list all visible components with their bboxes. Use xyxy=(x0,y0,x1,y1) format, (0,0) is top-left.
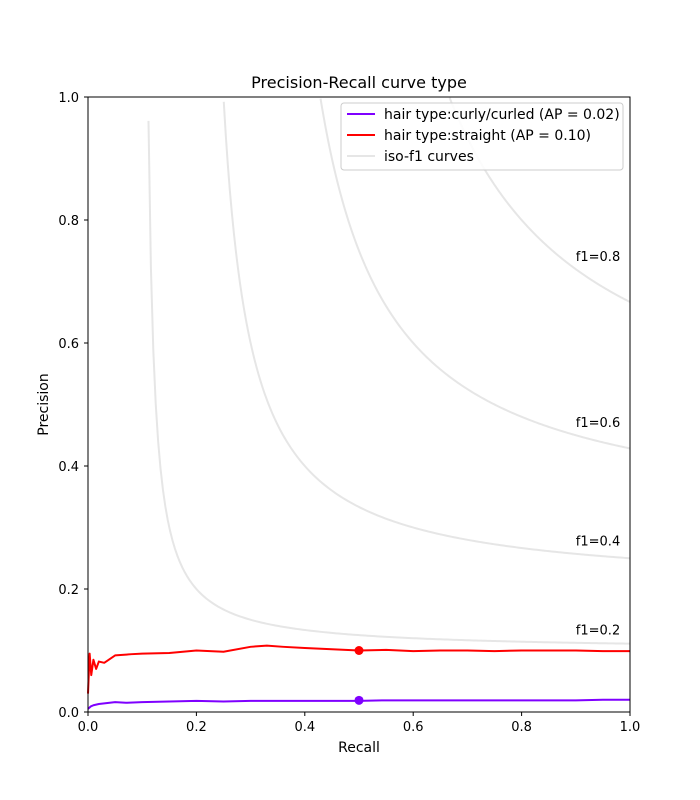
legend: hair type:curly/curled (AP = 0.02) hair t… xyxy=(340,102,624,171)
iso-f1-labels: f1=0.2 f1=0.4 f1=0.6 f1=0.8 xyxy=(576,250,620,639)
y-tick-label: 0.4 xyxy=(58,460,79,475)
iso-f1-label: f1=0.6 xyxy=(576,416,620,431)
legend-entry-label: iso-f1 curves xyxy=(384,149,474,165)
y-tick-label: 0.6 xyxy=(58,337,79,352)
y-axis-ticks: 0.0 0.2 0.4 0.6 0.8 1.0 xyxy=(58,91,88,721)
iso-f1-curves xyxy=(147,97,630,645)
iso-f1-label: f1=0.4 xyxy=(576,535,620,550)
x-tick-label: 0.4 xyxy=(294,720,315,735)
chart-title: Precision-Recall curve type xyxy=(251,73,467,92)
operating-point-marker xyxy=(354,646,364,655)
legend-entry-label: hair type:curly/curled (AP = 0.02) xyxy=(384,107,620,123)
x-axis-label: Recall xyxy=(338,740,380,756)
iso-f1-label: f1=0.8 xyxy=(576,250,620,265)
operating-point-marker xyxy=(354,695,364,705)
y-tick-label: 0.2 xyxy=(58,583,79,598)
y-axis-label: Precision xyxy=(36,373,52,435)
iso-f1-label: f1=0.2 xyxy=(576,624,620,639)
x-tick-label: 0.8 xyxy=(511,720,532,735)
legend-entry-label: hair type:straight (AP = 0.10) xyxy=(384,128,591,144)
series-line xyxy=(87,644,630,694)
x-tick-label: 0.0 xyxy=(78,720,99,735)
y-tick-label: 0.0 xyxy=(58,706,79,721)
y-tick-label: 1.0 xyxy=(58,91,79,106)
series-lines xyxy=(87,644,630,710)
series-line xyxy=(87,698,630,710)
x-tick-label: 0.2 xyxy=(186,720,207,735)
plot-area-frame xyxy=(87,96,631,713)
x-axis-ticks: 0.0 0.2 0.4 0.6 0.8 1.0 xyxy=(78,712,641,735)
y-tick-label: 0.8 xyxy=(58,214,79,229)
x-tick-label: 1.0 xyxy=(620,720,641,735)
iso-f1-curve xyxy=(319,98,630,450)
iso-f1-curve xyxy=(147,120,630,645)
iso-f1-curve xyxy=(222,101,630,560)
legend-box xyxy=(340,102,624,171)
x-tick-label: 0.6 xyxy=(403,720,424,735)
